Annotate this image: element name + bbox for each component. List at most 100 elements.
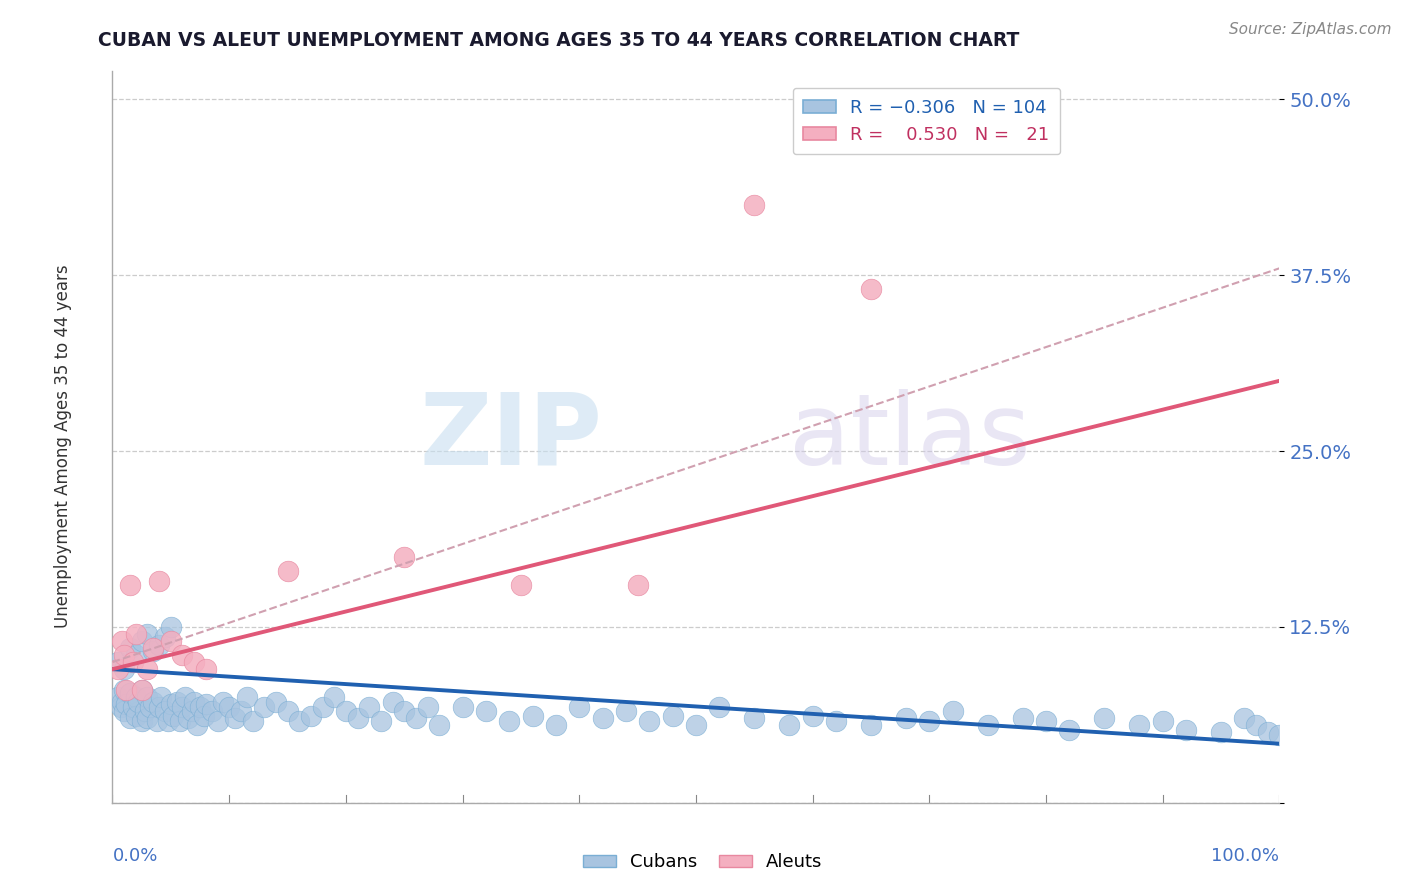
Point	[139, 700, 162, 714]
Point	[522, 708, 544, 723]
Point	[125, 690, 148, 705]
Point	[242, 714, 264, 729]
Point	[111, 694, 134, 708]
Point	[976, 718, 998, 732]
Point	[162, 708, 184, 723]
Point	[509, 578, 531, 592]
Point	[276, 564, 298, 578]
Point	[744, 198, 766, 212]
Point	[125, 627, 148, 641]
Point	[394, 705, 416, 719]
Point	[146, 714, 169, 729]
Point	[860, 282, 883, 296]
Point	[107, 662, 129, 676]
Point	[1011, 711, 1033, 725]
Point	[134, 705, 156, 719]
Point	[186, 718, 208, 732]
Point	[235, 690, 257, 705]
Point	[125, 708, 148, 723]
Point	[118, 641, 141, 656]
Point	[1094, 711, 1116, 725]
Point	[1233, 711, 1256, 725]
Point	[112, 648, 135, 662]
Point	[112, 683, 135, 698]
Point	[638, 714, 661, 729]
Text: atlas: atlas	[789, 389, 1031, 485]
Point	[346, 711, 368, 725]
Point	[335, 705, 357, 719]
Point	[160, 634, 183, 648]
Point	[131, 683, 153, 698]
Point	[118, 711, 141, 725]
Point	[112, 705, 135, 719]
Point	[451, 700, 474, 714]
Point	[118, 578, 141, 592]
Point	[153, 630, 176, 644]
Point	[614, 705, 637, 719]
Point	[180, 705, 202, 719]
Point	[212, 694, 235, 708]
Point	[148, 638, 170, 652]
Point	[592, 711, 614, 725]
Text: CUBAN VS ALEUT UNEMPLOYMENT AMONG AGES 35 TO 44 YEARS CORRELATION CHART: CUBAN VS ALEUT UNEMPLOYMENT AMONG AGES 3…	[98, 31, 1019, 50]
Point	[370, 714, 392, 729]
Point	[264, 694, 287, 708]
Point	[276, 705, 298, 719]
Point	[111, 634, 134, 648]
Point	[801, 708, 824, 723]
Point	[1059, 723, 1081, 737]
Point	[194, 698, 217, 712]
Point	[107, 690, 129, 705]
Point	[661, 708, 683, 723]
Point	[709, 700, 731, 714]
Point	[229, 705, 252, 719]
Point	[218, 700, 240, 714]
Point	[1209, 725, 1232, 739]
Point	[112, 662, 135, 676]
Text: ZIP: ZIP	[420, 389, 603, 485]
Point	[288, 714, 311, 729]
Point	[172, 648, 194, 662]
Point	[207, 714, 229, 729]
Point	[142, 694, 165, 708]
Point	[416, 700, 439, 714]
Point	[150, 690, 173, 705]
Point	[359, 700, 381, 714]
Point	[157, 714, 180, 729]
Point	[224, 711, 246, 725]
Point	[427, 718, 450, 732]
Point	[744, 711, 766, 725]
Point	[394, 549, 416, 564]
Point	[122, 655, 145, 669]
Point	[1035, 714, 1057, 729]
Point	[136, 711, 159, 725]
Point	[311, 700, 333, 714]
Point	[201, 705, 224, 719]
Point	[177, 711, 200, 725]
Point	[125, 648, 148, 662]
Point	[498, 714, 520, 729]
Point	[142, 644, 165, 658]
Point	[173, 690, 195, 705]
Point	[188, 700, 211, 714]
Point	[194, 662, 217, 676]
Point	[405, 711, 427, 725]
Point	[127, 694, 149, 708]
Point	[160, 698, 183, 712]
Point	[142, 641, 165, 656]
Text: 0.0%: 0.0%	[112, 847, 157, 864]
Point	[136, 627, 159, 641]
Point	[1257, 725, 1279, 739]
Point	[183, 694, 205, 708]
Point	[825, 714, 848, 729]
Point	[166, 694, 188, 708]
Point	[860, 718, 883, 732]
Point	[169, 714, 191, 729]
Point	[131, 683, 153, 698]
Point	[544, 718, 567, 732]
Point	[115, 683, 138, 698]
Point	[148, 700, 170, 714]
Point	[1152, 714, 1174, 729]
Point	[685, 718, 707, 732]
Point	[153, 705, 176, 719]
